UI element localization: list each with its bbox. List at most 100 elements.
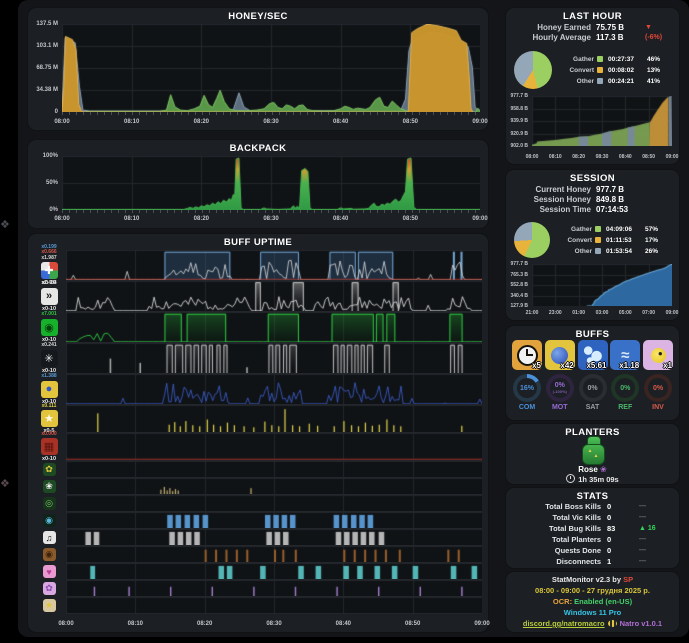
- buff-row-blossom: ✿: [32, 580, 484, 597]
- hazard-mark: ▲: [593, 453, 599, 459]
- chick-art: [650, 347, 666, 363]
- last-hour-pie-row: Gather 00:27:37 46% Convert 00:08:02 13% Other…: [514, 48, 673, 92]
- buff-row-gutter: ◎: [32, 496, 66, 511]
- buff-row-gutter: ★: [32, 598, 66, 613]
- ring-hole: 0% (-100%): [549, 378, 570, 398]
- x-tick-label: 23:00: [548, 310, 562, 316]
- x-tick-label: 08:30: [266, 621, 282, 627]
- session-y-axis: 977.7 B 765.3 B 552.8 B 340.4 B 127.9 B: [508, 261, 530, 309]
- footer-link-line: discord.gg/natromacro Natro v1.0.1: [506, 618, 679, 629]
- y-tick-label: 958.8 B: [510, 105, 528, 112]
- buff-chart-furnace: [66, 433, 482, 461]
- runner-icon: »: [40, 287, 58, 305]
- ring-percent: 0%: [620, 384, 631, 392]
- backpack-chart-canvas: [62, 156, 480, 210]
- x-tick-label: 01:00: [572, 310, 586, 316]
- stats-row: Quests Done 0 —: [516, 545, 669, 556]
- planter-name-line: Rose ❀: [506, 465, 679, 474]
- buff-stack-count: x1.18: [619, 361, 640, 370]
- planter-icon-body: [581, 444, 605, 465]
- stats-label: Total Planters: [551, 535, 601, 544]
- x-tick-label: 08:30: [263, 119, 279, 125]
- buff-row-bear: ◉: [32, 546, 484, 563]
- buff-row-gutter: ♥: [32, 564, 66, 579]
- stats-title: STATS: [576, 491, 609, 502]
- buff-row-gutter: x0.241 ✳ x0-10: [32, 343, 66, 374]
- x-tick-label: 08:40: [335, 621, 352, 627]
- buff-chart-globe: [66, 512, 482, 529]
- stats-row: Total Bug Kills 83 ▲ 16: [516, 523, 669, 534]
- buffs-panel: BUFFS x5 x42 x5.61 ≈ x1.18 x1 16% COM 0% (-100%)…: [506, 326, 679, 420]
- wave-art: ≈: [621, 346, 630, 364]
- stats-value: 0: [607, 535, 612, 544]
- footer-os-line: Windows 11 Pro: [563, 608, 622, 617]
- x-tick-label: 08:10: [127, 621, 144, 627]
- legend-time: 00:08:02: [608, 66, 635, 74]
- legend-row: Gather 04:09:06 57%: [558, 224, 673, 235]
- stat-value: 07:14:53: [596, 205, 629, 214]
- ring-mot: 0% (-100%) MOT: [545, 374, 575, 411]
- y-tick-label: 920.9 B: [510, 130, 528, 137]
- x-tick-label: 08:30: [263, 216, 279, 222]
- stats-row: Total Vic Kills 0 —: [516, 512, 669, 523]
- x-tick-label: 05:00: [618, 310, 632, 316]
- stats-panel: STATS Total Boss Kills 0 — Total Vic Kills 0…: [506, 488, 679, 568]
- session-pie-chart: [514, 222, 550, 258]
- stats-delta: —: [639, 558, 646, 565]
- y-tick-label: 977.7 B: [510, 93, 528, 99]
- desktop-icon[interactable]: ❖: [0, 478, 10, 490]
- ring-hole: 0%: [615, 378, 636, 398]
- footer-lines: StatMonitor v2.3 by SP 08:00 - 09:00 - 2…: [506, 574, 679, 629]
- x-tick-label: 09:00: [472, 216, 488, 222]
- x-tick-label: 08:50: [402, 119, 419, 125]
- buff-chart-blossom: [66, 580, 482, 597]
- x-tick-label: 08:00: [525, 154, 539, 160]
- x-tick-label: 09:00: [474, 621, 490, 627]
- progress-ring: 16%: [513, 374, 541, 402]
- stats-delta: —: [639, 547, 646, 554]
- x-tick-label: 08:20: [193, 216, 210, 222]
- buff-row-gutter: ◉: [32, 547, 66, 562]
- legend-row: Other 01:53:54 26%: [558, 246, 673, 257]
- stat-value: 977.7 B: [596, 185, 625, 194]
- buff-multiplier-label: x0.000: [41, 430, 57, 437]
- wreath-icon: ◎: [42, 497, 56, 510]
- buff-range-label: x0-10: [41, 305, 57, 312]
- legend-color-chip: [597, 67, 603, 73]
- buff-row-gutter: ❀: [32, 479, 66, 494]
- bubbles-art: [580, 344, 605, 366]
- y-tick-label: 552.8 B: [510, 282, 528, 288]
- planters-panel: PLANTERS ▲ ▲ Rose ❀ 1h 35m 09s: [506, 424, 679, 484]
- legend-percent: 41%: [647, 77, 661, 85]
- legend-row: Convert 01:11:53 17%: [558, 235, 673, 246]
- ring-sat: 0% SAT: [578, 374, 608, 411]
- honey-chart-title: HONEY/SEC: [228, 11, 288, 22]
- discord-link[interactable]: discord.gg/natromacro: [522, 619, 605, 628]
- stat-line: Current Honey 977.7 B: [514, 185, 671, 194]
- session-chart-canvas: [532, 264, 672, 306]
- y-tick-label: 0%: [49, 207, 58, 213]
- buff-row-gutter: x0.199 x0.666 x1.987 ✚ x0-10: [32, 244, 66, 286]
- sunflower-icon: ✿: [42, 463, 56, 476]
- session-stats: Current Honey 977.7 B Session Honey 849.8 B…: [506, 184, 679, 215]
- y-tick-label: 0: [54, 109, 58, 115]
- stats-label: Quests Done: [554, 546, 601, 555]
- stats-label: Total Bug Kills: [549, 524, 601, 533]
- footer-ocr-line: OCR: Enabled (en-US): [506, 596, 679, 607]
- legend-time: 01:53:54: [606, 247, 633, 255]
- globe-icon: ◉: [42, 514, 56, 527]
- ring-hole: 0%: [582, 378, 603, 398]
- buff-range-label: x0-10: [41, 367, 57, 374]
- desktop-icon[interactable]: ❖: [0, 219, 10, 231]
- buff-chart-combo: [66, 250, 482, 281]
- y-tick-label: 50%: [45, 180, 58, 186]
- footer-version-line: StatMonitor v2.3 by SP: [506, 574, 679, 585]
- x-tick-label: 09:00: [665, 154, 679, 160]
- stat-value: 75.75 B: [596, 23, 625, 32]
- buff-x-axis: 08:00 08:10 08:20 08:30 08:40 08:50 09:00: [58, 621, 489, 630]
- last-hour-stats: Honey Earned 75.75 B ▼ Hourly Average 117.3 …: [506, 22, 679, 43]
- x-tick-label: 08:30: [595, 154, 609, 160]
- wave-buff-icon: ≈ x1.18: [610, 340, 641, 370]
